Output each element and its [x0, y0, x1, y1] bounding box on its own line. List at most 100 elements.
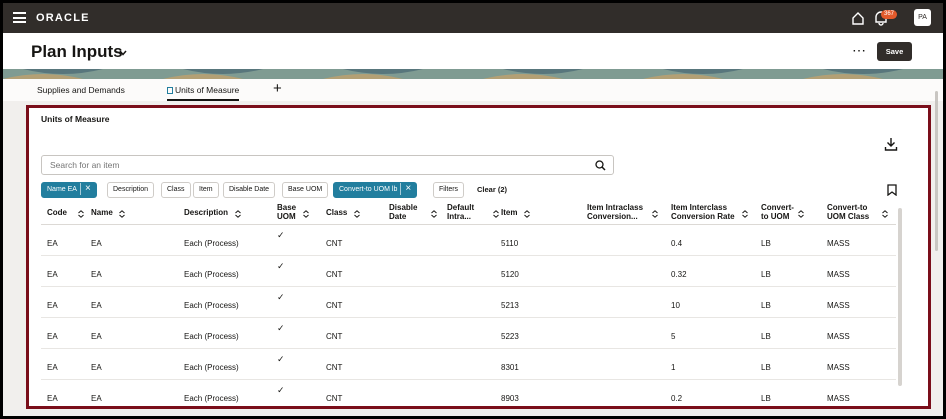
filter-chip-convert-to-uom[interactable]: Convert-to UOM lb ×: [333, 182, 418, 198]
column-header[interactable]: Code: [47, 208, 67, 217]
table-cell-rate: 1: [671, 363, 676, 372]
page-header: Plan Inputs ⋯ Save: [3, 33, 943, 73]
chip-label: Convert-to UOM lb: [339, 186, 398, 193]
table-row[interactable]: EA EA Each (Process) ✓ CNT 5223 5 LB MASS: [41, 318, 896, 349]
column-header[interactable]: Class: [326, 208, 347, 217]
tab-bar: Supplies and Demands Units of Measure +: [3, 79, 943, 101]
search-box[interactable]: [41, 155, 614, 175]
table-cell-class: CNT: [326, 363, 343, 372]
column-header-label: Convert-: [761, 203, 794, 212]
table-cell-rate: 5: [671, 332, 676, 341]
sort-icon[interactable]: [431, 210, 437, 218]
table-row[interactable]: EA EA Each (Process) ✓ CNT 5213 10 LB MASS: [41, 287, 896, 318]
units-of-measure-table: Code Name Description Base UOM Class Disable Da…: [41, 203, 896, 406]
column-header[interactable]: Item Intraclass Conversion...: [587, 203, 643, 221]
sort-icon[interactable]: [303, 210, 309, 218]
column-header[interactable]: Description: [184, 208, 228, 217]
column-header[interactable]: Name: [91, 208, 113, 217]
column-header[interactable]: Disable Date: [389, 203, 417, 221]
close-icon[interactable]: ×: [79, 183, 91, 195]
bookmark-icon[interactable]: [887, 184, 897, 196]
page-scrollbar[interactable]: [935, 91, 938, 251]
table-cell-name: EA: [91, 270, 102, 279]
column-header[interactable]: Convert-to UOM Class: [827, 203, 869, 221]
table-cell-to-class: MASS: [827, 301, 850, 310]
column-header-label: Date: [389, 212, 407, 221]
sort-icon[interactable]: [742, 210, 748, 218]
sort-icon[interactable]: [652, 210, 658, 218]
filter-chip-base-uom[interactable]: Base UOM: [282, 182, 329, 198]
table-cell-description: Each (Process): [184, 332, 239, 341]
tab-label: Units of Measure: [175, 85, 240, 95]
column-header[interactable]: Item Interclass Conversion Rate: [671, 203, 735, 221]
sort-icon[interactable]: [119, 210, 125, 218]
add-tab-button[interactable]: +: [273, 80, 282, 97]
search-icon[interactable]: [595, 160, 606, 171]
column-header[interactable]: Default Intra...: [447, 203, 474, 221]
table-row[interactable]: EA EA Each (Process) ✓ CNT 8903 0.2 LB MASS: [41, 380, 896, 406]
table-cell-item: 8301: [501, 363, 519, 372]
home-icon[interactable]: [851, 11, 865, 25]
sort-icon[interactable]: [354, 210, 360, 218]
table-cell-code: EA: [47, 270, 58, 279]
table-cell-rate: 0.2: [671, 394, 683, 403]
table-row[interactable]: EA EA Each (Process) ✓ CNT 5110 0.4 LB MASS: [41, 225, 896, 256]
table-cell-to-uom: LB: [761, 363, 771, 372]
filter-chip-item[interactable]: Item: [193, 182, 219, 198]
column-header-label: Code: [47, 208, 67, 217]
close-icon[interactable]: ×: [400, 183, 411, 195]
checkmark-icon: ✓: [277, 230, 285, 240]
oracle-logo: ORACLE: [36, 12, 90, 24]
tab-units-of-measure[interactable]: Units of Measure: [167, 85, 240, 101]
sort-icon[interactable]: [235, 210, 241, 218]
table-cell-to-class: MASS: [827, 394, 850, 403]
sort-icon[interactable]: [798, 210, 804, 218]
document-icon: [167, 87, 173, 94]
sort-icon[interactable]: [882, 210, 888, 218]
sort-icon[interactable]: [493, 210, 499, 218]
table-cell-description: Each (Process): [184, 239, 239, 248]
sort-icon[interactable]: [524, 210, 530, 218]
column-header-label: Conversion...: [587, 212, 638, 221]
tab-supplies-and-demands[interactable]: Supplies and Demands: [37, 85, 125, 95]
table-row[interactable]: EA EA Each (Process) ✓ CNT 5120 0.32 LB MASS: [41, 256, 896, 287]
column-header[interactable]: Convert-to UOM: [761, 203, 794, 221]
global-header: ORACLE 367 PA: [3, 3, 943, 33]
table-cell-to-uom: LB: [761, 239, 771, 248]
table-cell-class: CNT: [326, 270, 343, 279]
column-header[interactable]: Base UOM: [277, 203, 296, 221]
table-cell-to-uom: LB: [761, 332, 771, 341]
filters-button[interactable]: Filters: [433, 182, 465, 198]
units-of-measure-panel: Units of Measure Name EA× Description Cl…: [26, 105, 931, 409]
table-cell-description: Each (Process): [184, 394, 239, 403]
checkmark-icon: ✓: [277, 323, 285, 333]
filter-chip-description[interactable]: Description: [107, 182, 155, 198]
column-header-label: Name: [91, 208, 113, 217]
table-body: EA EA Each (Process) ✓ CNT 5110 0.4 LB MASS EA EA E…: [41, 225, 896, 406]
column-header-label: Convert-to: [827, 203, 868, 212]
avatar[interactable]: PA: [914, 9, 931, 26]
search-input[interactable]: [50, 160, 570, 170]
column-header[interactable]: Item: [501, 208, 517, 217]
checkmark-icon: ✓: [277, 292, 285, 302]
filter-chip-disable-date[interactable]: Disable Date: [223, 182, 276, 198]
column-header-label: Intra...: [447, 212, 472, 221]
filter-chips: Name EA × Description Class Item Disable …: [41, 182, 901, 199]
table-cell-description: Each (Process): [184, 270, 239, 279]
download-icon[interactable]: [884, 137, 898, 151]
filter-chip-name[interactable]: Name EA ×: [41, 182, 97, 198]
table-row[interactable]: EA EA Each (Process) ✓ CNT 8301 1 LB MASS: [41, 349, 896, 380]
checkmark-icon: ✓: [277, 261, 285, 271]
sort-icon[interactable]: [78, 210, 84, 218]
table-cell-to-uom: LB: [761, 301, 771, 310]
more-actions-button[interactable]: ⋯: [852, 42, 867, 58]
chevron-down-icon[interactable]: [119, 50, 127, 56]
table-cell-item: 8903: [501, 394, 519, 403]
save-button[interactable]: Save: [877, 42, 912, 61]
menu-icon[interactable]: [13, 12, 26, 23]
clear-filters-button[interactable]: Clear (2): [477, 185, 508, 194]
page-title[interactable]: Plan Inputs: [31, 42, 123, 61]
filter-chip-class[interactable]: Class: [161, 182, 191, 198]
table-scrollbar[interactable]: [898, 208, 902, 386]
table-cell-name: EA: [91, 239, 102, 248]
